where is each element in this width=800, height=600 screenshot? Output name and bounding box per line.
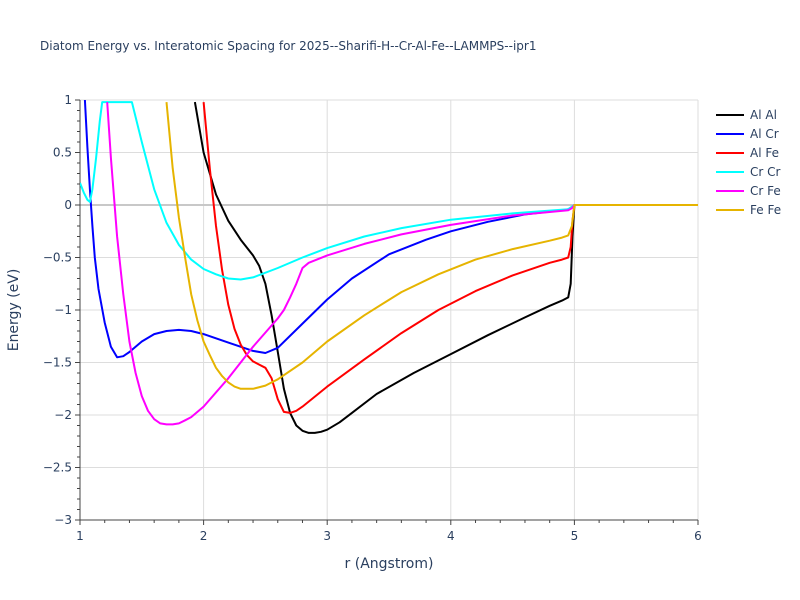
grid (80, 99, 699, 520)
y-tick-label: 1 (64, 93, 72, 107)
y-tick-label: −3 (54, 513, 72, 527)
y-tick-label: −0.5 (43, 251, 72, 265)
legend[interactable]: Al Al Al Cr Al Fe Cr Cr Cr Fe Fe Fe (716, 108, 781, 217)
legend-label: Al Fe (750, 146, 779, 160)
x-tick-label: 3 (323, 529, 331, 543)
series-line-fe-fe (165, 102, 698, 390)
legend-item[interactable]: Fe Fe (716, 203, 781, 217)
x-tick-label: 1 (76, 529, 84, 543)
x-axis-title: r (Angstrom) (345, 556, 434, 572)
series-line-al-al (193, 101, 698, 434)
y-tick-label: −1 (54, 303, 72, 317)
y-tick-label: −1.5 (43, 356, 72, 370)
series-line-al-cr (83, 100, 698, 359)
series-line-cr-cr (80, 101, 698, 281)
x-tick-labels: 1 2 3 4 5 6 (76, 529, 702, 543)
legend-item[interactable]: Cr Cr (716, 165, 781, 179)
axes (75, 99, 699, 525)
y-tick-label: 0 (64, 198, 72, 212)
legend-label: Fe Fe (750, 203, 781, 217)
series-line-cr-fe (106, 102, 698, 426)
series-line-al-fe (202, 102, 698, 414)
series-lines (80, 100, 698, 434)
chart-title: Diatom Energy vs. Interatomic Spacing fo… (40, 39, 536, 53)
x-tick-label: 4 (447, 529, 455, 543)
y-tick-label: 0.5 (53, 146, 72, 160)
legend-item[interactable]: Cr Fe (716, 184, 781, 198)
legend-label: Cr Fe (750, 184, 781, 198)
y-tick-label: −2.5 (43, 461, 72, 475)
legend-label: Al Cr (750, 127, 779, 141)
x-tick-label: 2 (200, 529, 208, 543)
legend-label: Cr Cr (750, 165, 781, 179)
y-tick-labels: 1 0.5 0 −0.5 −1 −1.5 −2 −2.5 −3 (43, 93, 72, 527)
legend-item[interactable]: Al Cr (716, 127, 779, 141)
y-axis-title: Energy (eV) (6, 269, 22, 352)
x-tick-label: 6 (694, 529, 702, 543)
y-tick-label: −2 (54, 408, 72, 422)
legend-label: Al Al (750, 108, 777, 122)
legend-item[interactable]: Al Al (716, 108, 777, 122)
legend-item[interactable]: Al Fe (716, 146, 779, 160)
x-tick-label: 5 (571, 529, 579, 543)
